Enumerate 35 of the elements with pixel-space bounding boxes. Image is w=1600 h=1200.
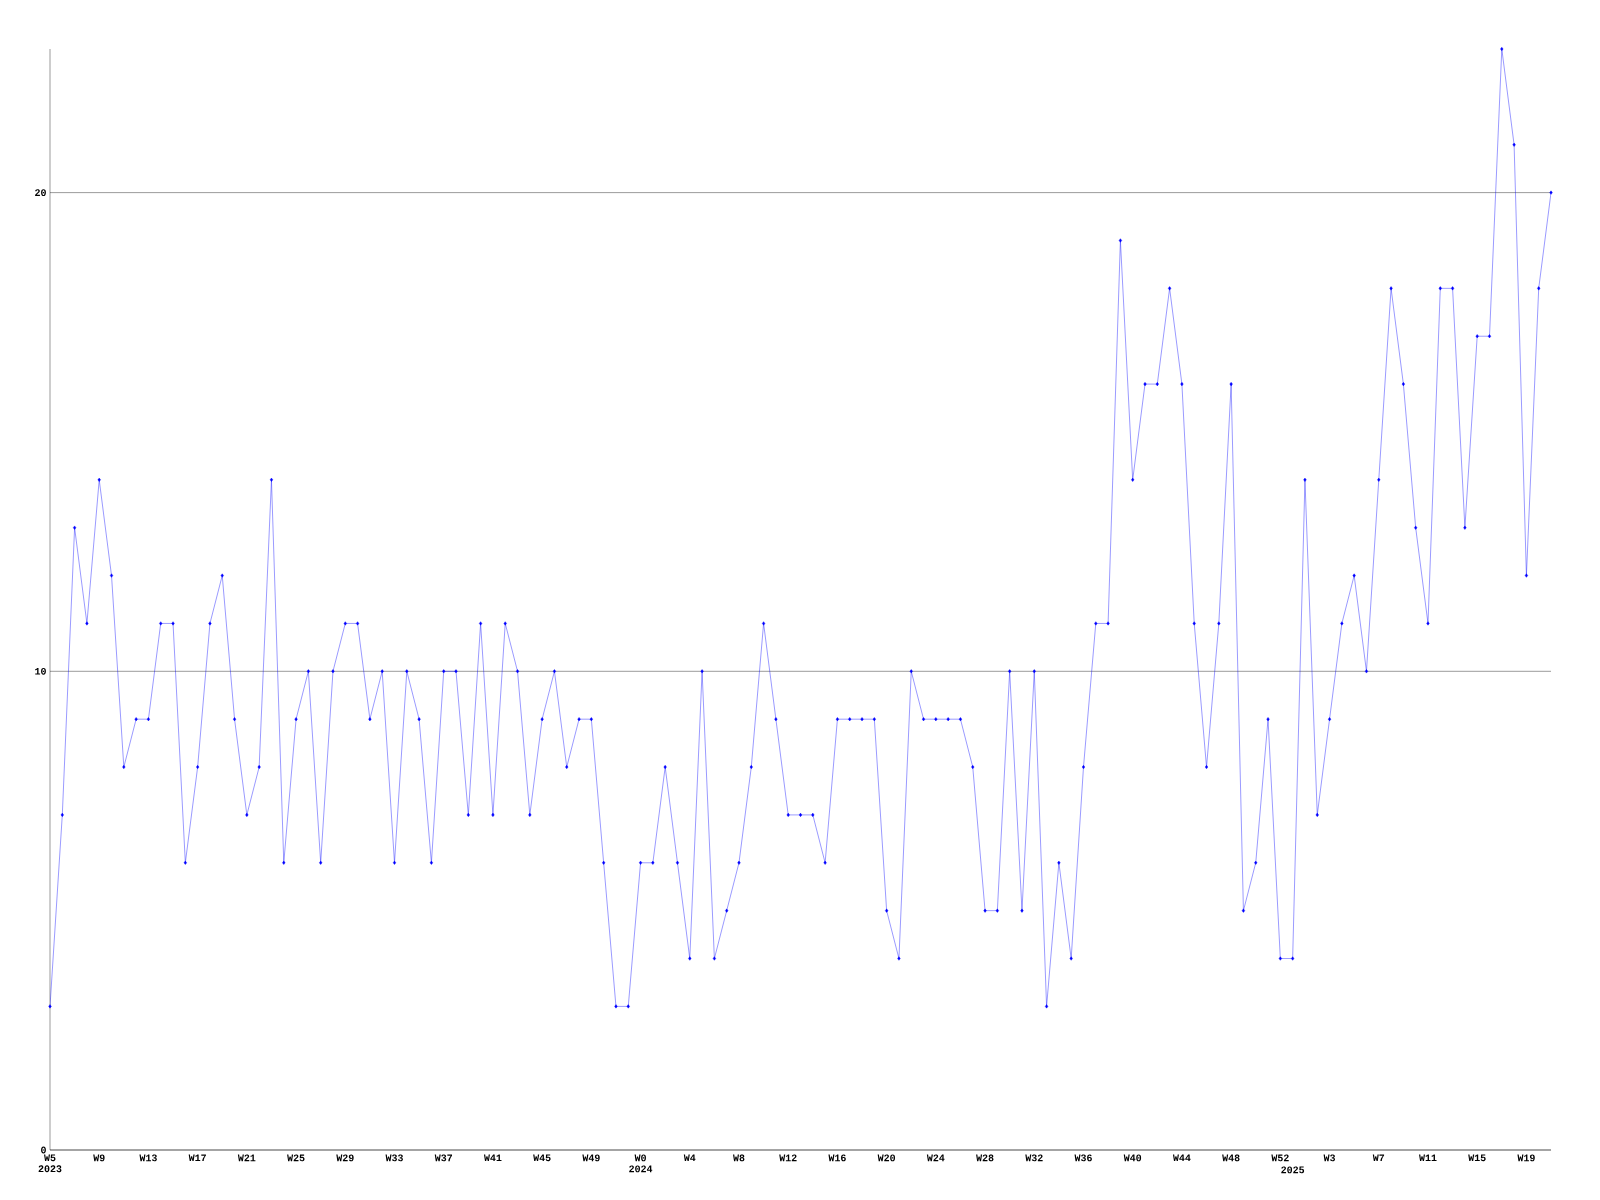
x-tick-label: W48	[1222, 1154, 1240, 1162]
x-tick-label: W45	[533, 1154, 551, 1162]
x-tick-label: 2025	[1281, 1166, 1305, 1174]
x-tick-label: W12	[779, 1154, 797, 1162]
x-tick-label: W24	[926, 1154, 945, 1162]
x-tick-label: W37	[434, 1154, 453, 1162]
x-tick-label: W16	[828, 1154, 846, 1162]
x-tick-label: W32	[1025, 1154, 1043, 1162]
x-tick-label: W29	[336, 1154, 354, 1162]
x-tick-label: W21	[237, 1154, 256, 1162]
x-tick-label: W3	[1323, 1154, 1336, 1162]
x-tick-label: W13	[139, 1154, 157, 1162]
x-tick-label: W0 2024	[629, 1154, 653, 1173]
y-tick-label: 0	[41, 1146, 46, 1154]
x-tick-label: W7	[1372, 1154, 1385, 1162]
x-tick-label: W52	[1271, 1154, 1289, 1162]
x-tick-label: W19	[1517, 1154, 1535, 1162]
y-tick-label: 10	[35, 667, 46, 675]
x-tick-label: W41	[483, 1154, 502, 1162]
x-tick-label: W8	[733, 1154, 745, 1162]
y-tick-label: 20	[35, 189, 46, 196]
x-tick-label: W5 2023	[38, 1154, 62, 1173]
x-tick-label: W11	[1419, 1154, 1437, 1162]
x-tick-label: W25	[287, 1154, 305, 1162]
x-tick-label: W15	[1468, 1154, 1486, 1162]
x-tick-label: W40	[1123, 1154, 1142, 1162]
x-tick-label: W9	[93, 1154, 105, 1162]
x-tick-label: W49	[582, 1154, 600, 1162]
x-tick-label: W17	[188, 1154, 206, 1162]
x-tick-label: W33	[385, 1154, 403, 1162]
x-tick-label: W20	[877, 1154, 896, 1162]
x-tick-label: W36	[1074, 1154, 1092, 1162]
x-tick-label: W4	[683, 1154, 696, 1162]
x-tick-label: W44	[1172, 1154, 1191, 1162]
x-tick-label: W28	[976, 1154, 994, 1162]
